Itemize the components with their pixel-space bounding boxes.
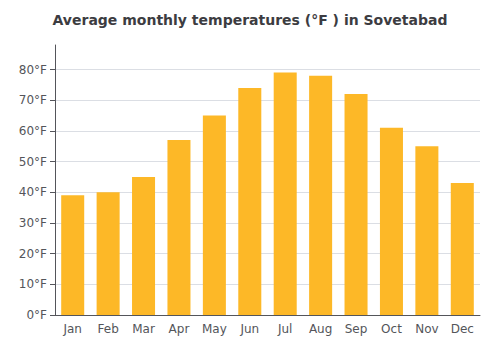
svg-text:Apr: Apr: [169, 322, 190, 336]
svg-text:Average monthly temperatures (: Average monthly temperatures (°F ) in So…: [53, 12, 448, 28]
svg-text:60°F: 60°F: [19, 124, 47, 138]
svg-text:Nov: Nov: [415, 322, 438, 336]
svg-text:Aug: Aug: [309, 322, 332, 336]
svg-text:70°F: 70°F: [19, 93, 47, 107]
svg-text:Jan: Jan: [62, 322, 82, 336]
svg-text:May: May: [202, 322, 227, 336]
svg-text:Oct: Oct: [381, 322, 402, 336]
svg-text:0°F: 0°F: [26, 308, 47, 322]
svg-text:Feb: Feb: [98, 322, 119, 336]
svg-text:40°F: 40°F: [19, 185, 47, 199]
svg-text:Dec: Dec: [451, 322, 474, 336]
svg-text:Jul: Jul: [277, 322, 292, 336]
svg-text:20°F: 20°F: [19, 247, 47, 261]
svg-text:30°F: 30°F: [19, 216, 47, 230]
svg-text:Mar: Mar: [132, 322, 155, 336]
svg-text:Jun: Jun: [239, 322, 259, 336]
svg-text:80°F: 80°F: [19, 63, 47, 77]
svg-text:50°F: 50°F: [19, 155, 47, 169]
svg-text:10°F: 10°F: [19, 277, 47, 291]
svg-text:Sep: Sep: [345, 322, 368, 336]
